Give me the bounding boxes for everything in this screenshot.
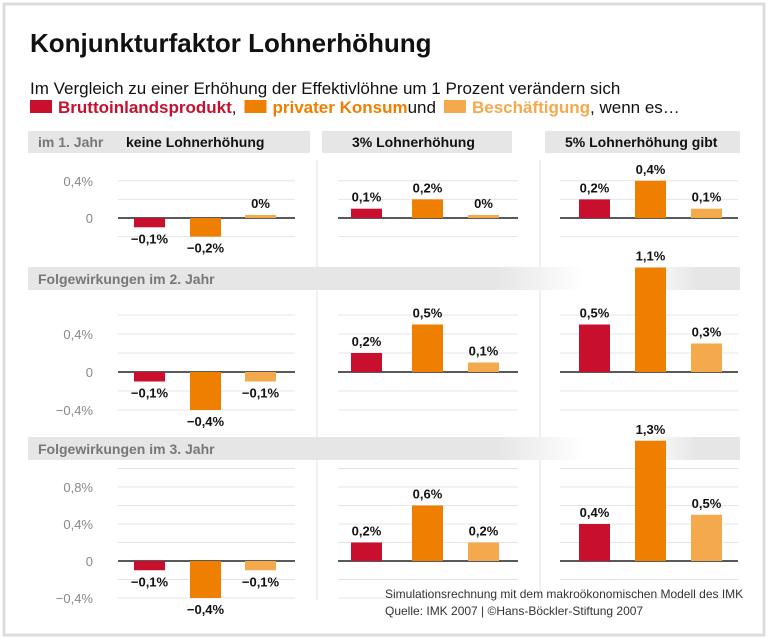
- row-label: im 1. Jahr: [38, 134, 104, 150]
- data-label: 0,2%: [352, 334, 382, 349]
- bar: [245, 372, 276, 382]
- y-tick-label: 0: [86, 365, 93, 380]
- data-label: 0,1%: [352, 190, 382, 205]
- row-header-bg: [28, 437, 740, 460]
- plots: im 1. Jahr keine Lohnerhöhung 3% Lohnerhöh…: [28, 131, 740, 617]
- data-label: 0,3%: [692, 325, 722, 340]
- y-tick-label: 0: [86, 554, 93, 569]
- note: Simulationsrechnung mit dem makroökonomi…: [385, 587, 743, 601]
- bar: [468, 542, 499, 561]
- row-label: Folgewirkungen im 2. Jahr: [38, 271, 215, 287]
- bar: [691, 343, 722, 372]
- legend-connector: , wenn es…: [590, 98, 680, 117]
- data-label: −0,1%: [131, 231, 169, 246]
- data-label: 0,6%: [413, 487, 443, 502]
- bar: [245, 561, 276, 571]
- data-label: 0,4%: [636, 162, 666, 177]
- data-label: 0,4%: [580, 505, 610, 520]
- data-label: −0,1%: [131, 574, 169, 589]
- data-label: 0,2%: [352, 524, 382, 539]
- data-label: 1,3%: [636, 422, 666, 437]
- y-tick-label: −0,4%: [56, 403, 94, 418]
- bar: [579, 524, 610, 561]
- data-label: 0,5%: [580, 306, 610, 321]
- bar: [134, 218, 165, 228]
- bar: [468, 362, 499, 372]
- y-tick-label: 0,4%: [63, 174, 93, 189]
- column-header: 3% Lohnerhöhung: [352, 134, 475, 150]
- bar: [412, 505, 443, 561]
- data-label: 0,1%: [469, 344, 499, 359]
- bar: [245, 215, 276, 218]
- legend-label: privater Konsum: [273, 98, 408, 117]
- bar: [134, 561, 165, 571]
- legend-label: Beschäftigung: [472, 98, 590, 117]
- data-label: 0,2%: [580, 180, 610, 195]
- data-label: −0,2%: [187, 241, 225, 256]
- data-label: 0,5%: [413, 306, 443, 321]
- bar: [579, 324, 610, 372]
- bar: [351, 353, 382, 372]
- bar: [351, 542, 382, 561]
- data-label: 0,2%: [469, 524, 499, 539]
- column-header-bg: [545, 131, 740, 153]
- data-label: 0,1%: [692, 190, 722, 205]
- data-label: −0,1%: [242, 574, 280, 589]
- y-tick-label: 0,4%: [63, 327, 93, 342]
- column-header: 5% Lohnerhöhung gibt: [565, 134, 718, 150]
- y-tick-label: −0,4%: [56, 591, 94, 606]
- bar: [190, 372, 221, 410]
- bar: [579, 199, 610, 218]
- legend: Bruttoinlandsprodukt, privater Konsum und…: [30, 98, 680, 117]
- legend-connector: ,: [232, 98, 237, 117]
- bar: [412, 199, 443, 218]
- bar: [691, 514, 722, 561]
- bar: [635, 440, 666, 561]
- row-header-bg: [28, 267, 740, 290]
- column-header: keine Lohnerhöhung: [126, 134, 264, 150]
- chart-subtitle: Im Vergleich zu einer Erhöhung der Effek…: [30, 79, 620, 98]
- legend-swatch: [244, 100, 267, 113]
- row-label: Folgewirkungen im 3. Jahr: [38, 441, 215, 457]
- data-label: 0%: [251, 196, 270, 211]
- bar: [134, 372, 165, 382]
- y-tick-label: 0: [86, 211, 93, 226]
- data-label: 0,2%: [413, 180, 443, 195]
- data-label: −0,1%: [131, 386, 169, 401]
- data-label: 1,1%: [636, 249, 666, 264]
- y-tick-label: 0,8%: [63, 480, 93, 495]
- data-label: 0,5%: [692, 496, 722, 511]
- legend-swatch: [443, 100, 466, 113]
- y-tick-label: 0,4%: [63, 517, 93, 532]
- data-label: −0,4%: [187, 414, 225, 429]
- column-header-bg: [322, 131, 512, 153]
- bar: [412, 324, 443, 372]
- legend-swatch: [30, 100, 52, 113]
- chart-title: Konjunkturfaktor Lohnerhöhung: [30, 28, 432, 58]
- bar: [190, 561, 221, 598]
- bar: [468, 215, 499, 218]
- data-label: −0,4%: [187, 602, 225, 617]
- legend-connector: und: [408, 98, 436, 117]
- data-label: 0%: [474, 196, 493, 211]
- bar: [190, 218, 221, 237]
- bar: [351, 208, 382, 218]
- bar: [635, 267, 666, 372]
- data-label: −0,1%: [242, 386, 280, 401]
- source: Quelle: IMK 2007 | ©Hans-Böckler-Stiftun…: [385, 604, 643, 618]
- legend-label: Bruttoinlandsprodukt: [58, 98, 232, 117]
- column-header-bg: [28, 131, 310, 153]
- bar: [691, 208, 722, 218]
- bar: [635, 180, 666, 218]
